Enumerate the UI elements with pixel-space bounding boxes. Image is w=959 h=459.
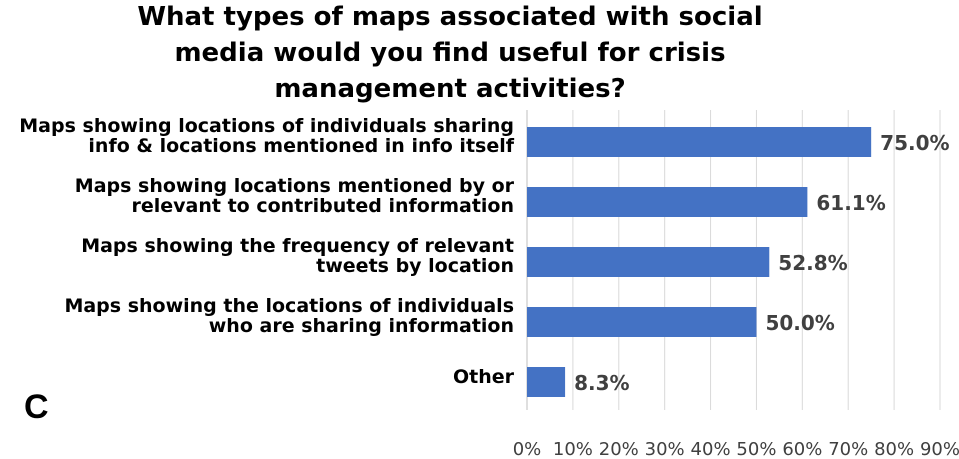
x-tick-label: 20% [599, 439, 639, 459]
panel-label: C [24, 388, 49, 426]
category-label: Maps showing locations mentioned by or [75, 175, 515, 197]
x-tick-label: 90% [920, 439, 959, 459]
data-label: 50.0% [765, 311, 834, 335]
chart-title-line-3: management activities? [274, 74, 626, 104]
chart-title-line-1: What types of maps associated with socia… [137, 2, 763, 32]
category-label: Maps showing the locations of individual… [64, 295, 514, 317]
category-label: who are sharing information [209, 315, 514, 337]
x-tick-label: 40% [691, 439, 731, 459]
x-tick-label: 80% [874, 439, 914, 459]
category-label: info & locations mentioned in info itsel… [88, 135, 514, 157]
bar [527, 307, 757, 337]
x-tick-label: 10% [553, 439, 593, 459]
x-tick-label: 30% [645, 439, 685, 459]
data-label: 61.1% [816, 191, 885, 215]
data-label: 52.8% [778, 251, 847, 275]
category-label: tweets by location [316, 255, 514, 277]
data-label: 75.0% [880, 131, 949, 155]
category-label: Other [453, 366, 515, 388]
data-label: 8.3% [574, 371, 629, 395]
x-tick-label: 70% [828, 439, 868, 459]
x-tick-label: 0% [513, 439, 542, 459]
bar [527, 127, 872, 157]
bar [527, 187, 808, 217]
category-label: Maps showing the frequency of relevant [81, 235, 514, 257]
bar [527, 247, 770, 277]
x-tick-label: 50% [736, 439, 776, 459]
category-label: Maps showing locations of individuals sh… [19, 115, 514, 137]
x-tick-label: 60% [782, 439, 822, 459]
bar [527, 367, 566, 397]
chart-title-line-2: media would you find useful for crisis [174, 38, 726, 68]
category-label: relevant to contributed information [132, 195, 514, 217]
